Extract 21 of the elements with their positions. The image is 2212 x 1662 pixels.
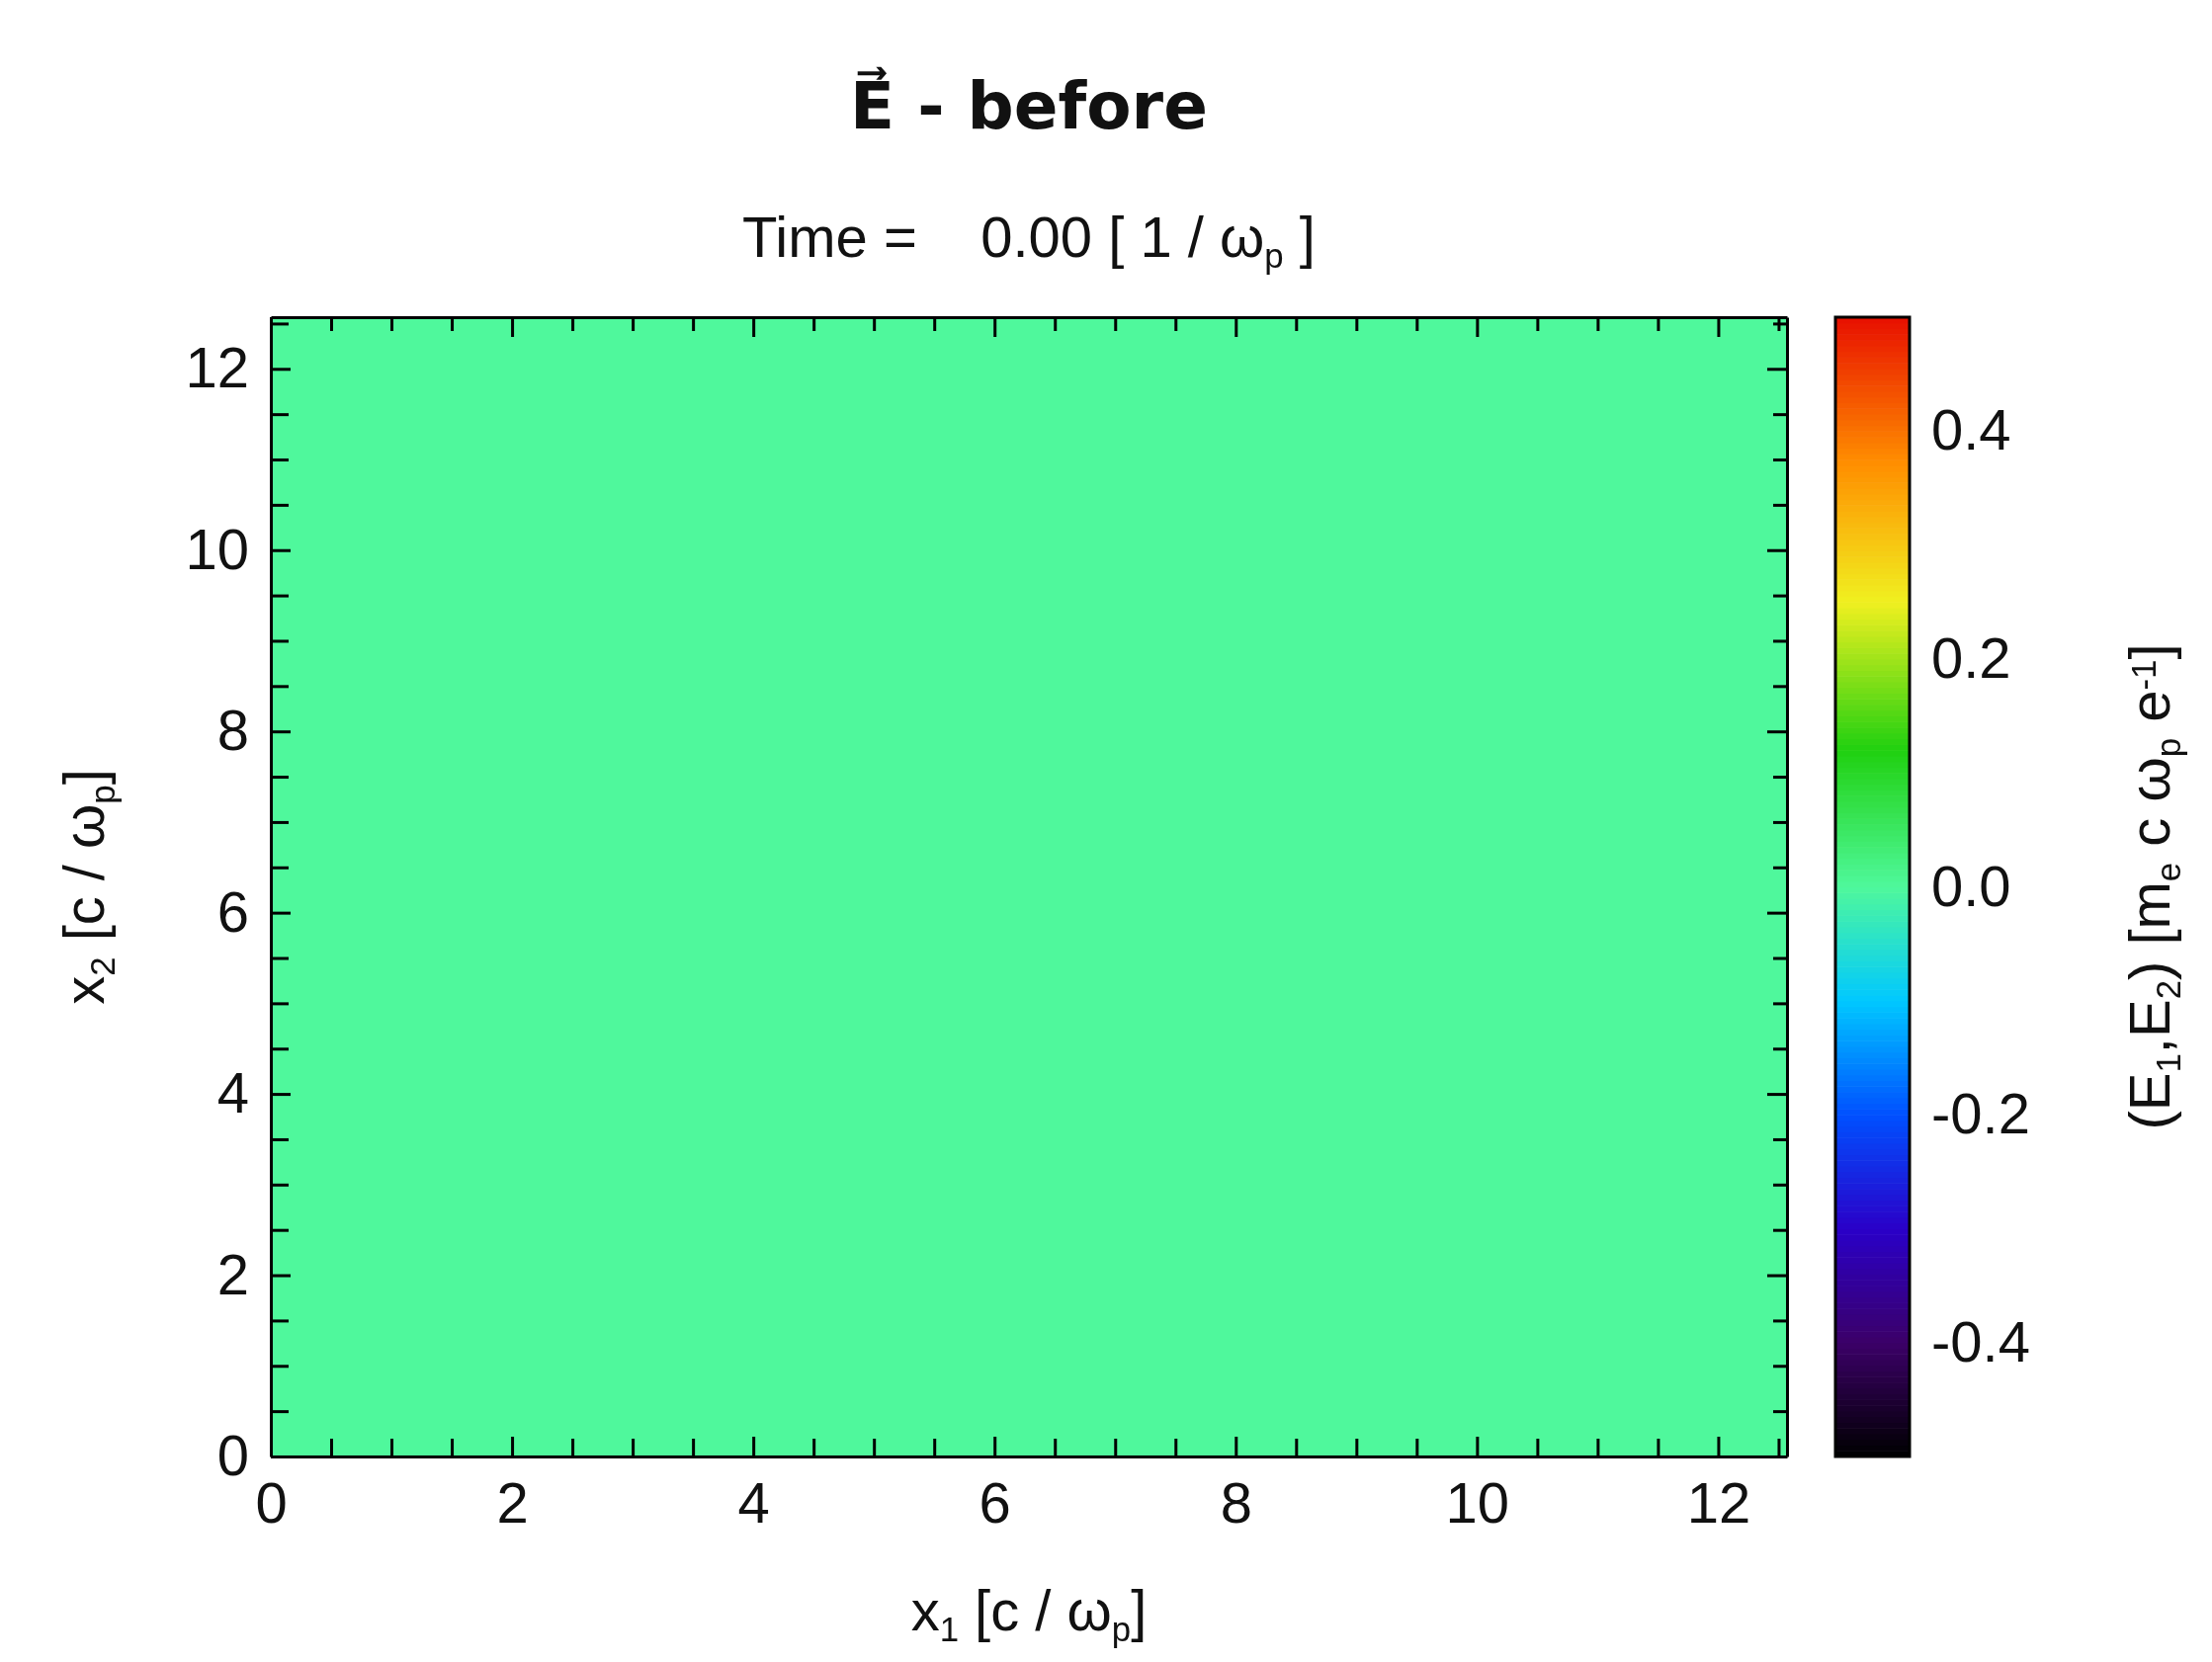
x-tick-label: 12	[1686, 1469, 1751, 1535]
color-bar-label: -0.4	[1931, 1308, 2030, 1373]
color-bar-label: 0.2	[1931, 624, 2011, 690]
x-tick-label: 4	[737, 1469, 770, 1535]
y-tick-label: 4	[216, 1060, 249, 1125]
color-bar-label: 0.4	[1931, 397, 2011, 462]
y-tick-label: 8	[216, 698, 249, 763]
y-tick-label: 12	[185, 335, 249, 400]
y-tick-label: 2	[216, 1241, 249, 1306]
y-tick-label: 6	[216, 878, 249, 944]
color-bar-label: -0.2	[1931, 1081, 2030, 1146]
color-bar-label: 0.0	[1931, 853, 2011, 918]
y-tick-label: 0	[216, 1423, 249, 1488]
x-tick-label: 2	[496, 1469, 529, 1535]
x-tick-label: 6	[978, 1469, 1011, 1535]
x-tick-label: 10	[1445, 1469, 1510, 1535]
chart-title: E⃗ - before	[850, 65, 1208, 144]
y-tick-label: 10	[185, 516, 249, 581]
x-axis-title: x$_{1}$ [c / ω$_{p}$]	[910, 1578, 1148, 1648]
chart-subtitle: Time = 0.00 [ 1 / ω$_{p}$ ]	[742, 205, 1316, 275]
x-tick-label: 8	[1220, 1469, 1252, 1535]
